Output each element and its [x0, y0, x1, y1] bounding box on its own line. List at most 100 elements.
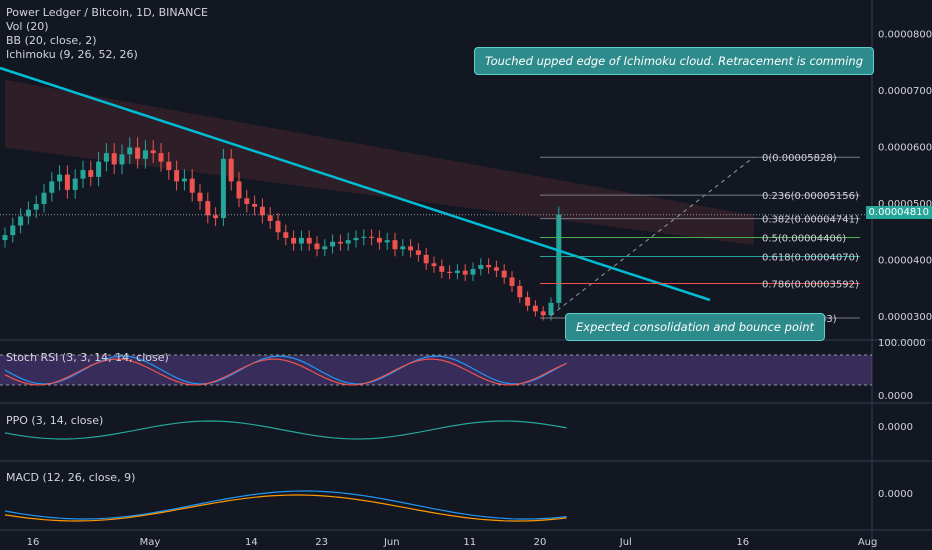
candle-body [517, 285, 523, 298]
candle-body [88, 170, 94, 177]
descending-trendline [0, 66, 711, 302]
candle-body [49, 181, 55, 193]
candle-body [361, 236, 367, 238]
fib-projection-line [550, 156, 755, 316]
candle-body [509, 277, 515, 286]
time-axis-tick: 23 [315, 537, 328, 548]
fib-level-label: 0(0.00005828) [762, 153, 837, 164]
price-axis-tick: 0.00003000 [878, 312, 932, 323]
candle-body [174, 170, 180, 182]
candle-body [439, 266, 445, 272]
time-axis-tick: 14 [245, 537, 258, 548]
time-axis-tick: Jun [383, 537, 400, 548]
ppo-axis-tick: 0.0000 [878, 422, 913, 433]
candle-body [33, 204, 39, 210]
candle-body [291, 237, 297, 244]
candle-body [345, 240, 351, 244]
candle-body [57, 174, 63, 182]
candle-body [470, 268, 476, 275]
candle-body [236, 181, 242, 199]
time-axis-tick: 20 [534, 537, 547, 548]
ppo-line [4, 420, 567, 440]
candle-body [244, 198, 250, 204]
candle-body [135, 147, 141, 159]
candle-body [158, 153, 164, 162]
candle-body [353, 237, 359, 241]
candle-body [213, 215, 219, 219]
candle-body [431, 263, 437, 267]
ichimoku-indicator-label: Ichimoku (9, 26, 52, 26) [6, 48, 138, 61]
macd-axis-tick: 0.0000 [878, 489, 913, 500]
macd-line [4, 490, 567, 520]
candle-body [314, 243, 320, 250]
candle-body [501, 270, 507, 278]
candle-body [298, 237, 304, 244]
candle-body [189, 178, 195, 193]
candle-body [259, 206, 265, 216]
fib-level-label: 0.786(0.00003592) [762, 280, 859, 291]
candle-body [103, 153, 109, 162]
candle-body [41, 192, 47, 204]
candle-body [150, 150, 156, 154]
chart-legend: Power Ledger / Bitcoin, 1D, BINANCE Vol … [6, 6, 208, 62]
bottom-annotation[interactable]: Expected consolidation and bounce point [565, 313, 825, 341]
time-axis-tick: 11 [463, 537, 476, 548]
candle-body [540, 311, 546, 316]
candle-body [330, 241, 336, 247]
ichimoku-cloud [5, 79, 754, 246]
candle-body [72, 178, 78, 190]
candle-body [337, 241, 343, 244]
candle-body [111, 153, 117, 165]
current-price-tag: 0.00004810 [865, 206, 932, 219]
candle-body [486, 265, 492, 268]
candle-body [283, 232, 289, 238]
candle-body [205, 201, 211, 216]
candle-body [220, 158, 226, 219]
fib-level-label: 0.236(0.00005156) [762, 191, 859, 202]
candle-body [96, 161, 102, 177]
candle-body [306, 237, 312, 244]
candle-body [64, 174, 70, 190]
candle-body [392, 240, 398, 250]
time-axis-tick: 16 [27, 537, 40, 548]
candle-body [454, 270, 460, 273]
fib-level-label: 0.5(0.00004406) [762, 234, 846, 245]
stoch-axis-tick: 0.0000 [878, 391, 913, 402]
candle-body [197, 192, 203, 202]
candle-body [25, 209, 31, 217]
stoch-d-line [4, 358, 567, 386]
candle-body [400, 246, 406, 250]
time-axis-tick: 16 [736, 537, 749, 548]
candle-body [10, 225, 16, 236]
candle-body [80, 170, 86, 179]
candle-body [462, 270, 468, 275]
ppo-label: PPO (3, 14, close) [6, 414, 104, 427]
candle-body [408, 246, 414, 251]
time-axis-tick: Jul [619, 537, 632, 548]
candle-body [322, 246, 328, 250]
candle-body [384, 240, 390, 243]
candle-body [478, 265, 484, 269]
candle-body [423, 254, 429, 264]
candle-body [376, 237, 382, 243]
candle-body [252, 204, 258, 207]
candle-body [447, 271, 453, 273]
candle-body [415, 250, 421, 255]
bb-indicator-label: BB (20, close, 2) [6, 34, 97, 47]
symbol-title: Power Ledger / Bitcoin, 1D, BINANCE [6, 6, 208, 19]
macd-label: MACD (12, 26, close, 9) [6, 471, 136, 484]
vol-indicator-label: Vol (20) [6, 20, 49, 33]
candle-body [166, 161, 172, 171]
candle-body [493, 267, 499, 271]
top-annotation[interactable]: Touched upped edge of Ichimoku cloud. Re… [474, 47, 874, 75]
stoch-rsi-band [0, 355, 872, 385]
candle-body [181, 178, 187, 182]
stoch-rsi-label: Stoch RSI (3, 3, 14, 14, close) [6, 351, 169, 364]
time-axis-tick: May [140, 537, 161, 548]
